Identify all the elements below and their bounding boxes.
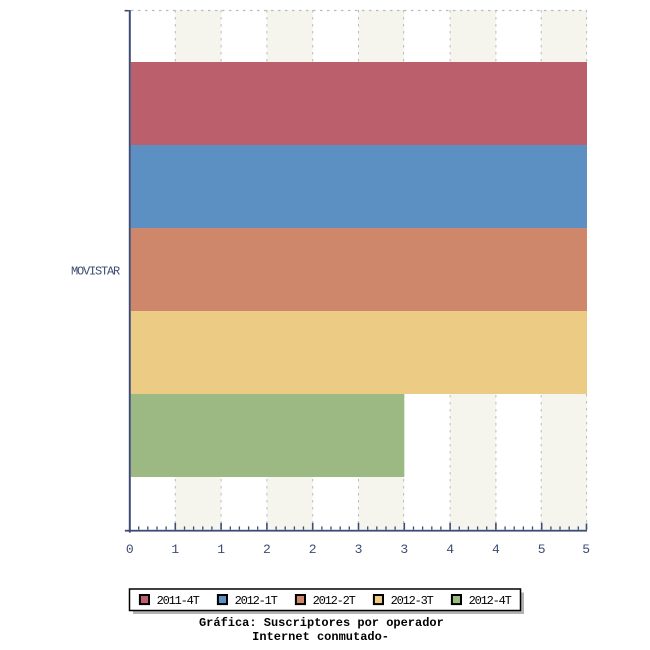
svg-text:2012-4T: 2012-4T — [469, 594, 512, 608]
svg-text:MOVISTAR: MOVISTAR — [71, 265, 120, 279]
svg-text:1: 1 — [171, 542, 179, 557]
svg-text:3: 3 — [355, 542, 363, 557]
svg-text:5: 5 — [582, 542, 590, 557]
svg-text:2012-2T: 2012-2T — [313, 594, 356, 608]
svg-text:2012-1T: 2012-1T — [235, 594, 278, 608]
svg-text:Gráfica: Suscriptores por oper: Gráfica: Suscriptores por operador — [199, 616, 444, 630]
svg-text:2: 2 — [263, 542, 271, 557]
svg-text:0: 0 — [126, 542, 134, 557]
svg-text:2012-3T: 2012-3T — [391, 594, 434, 608]
svg-text:4: 4 — [492, 542, 500, 557]
svg-text:Internet conmutado-: Internet conmutado- — [252, 630, 389, 644]
svg-text:3: 3 — [400, 542, 408, 557]
svg-text:1: 1 — [217, 542, 225, 557]
svg-text:2: 2 — [309, 542, 317, 557]
svg-text:5: 5 — [538, 542, 546, 557]
svg-text:2011-4T: 2011-4T — [157, 594, 200, 608]
svg-text:4: 4 — [446, 542, 454, 557]
